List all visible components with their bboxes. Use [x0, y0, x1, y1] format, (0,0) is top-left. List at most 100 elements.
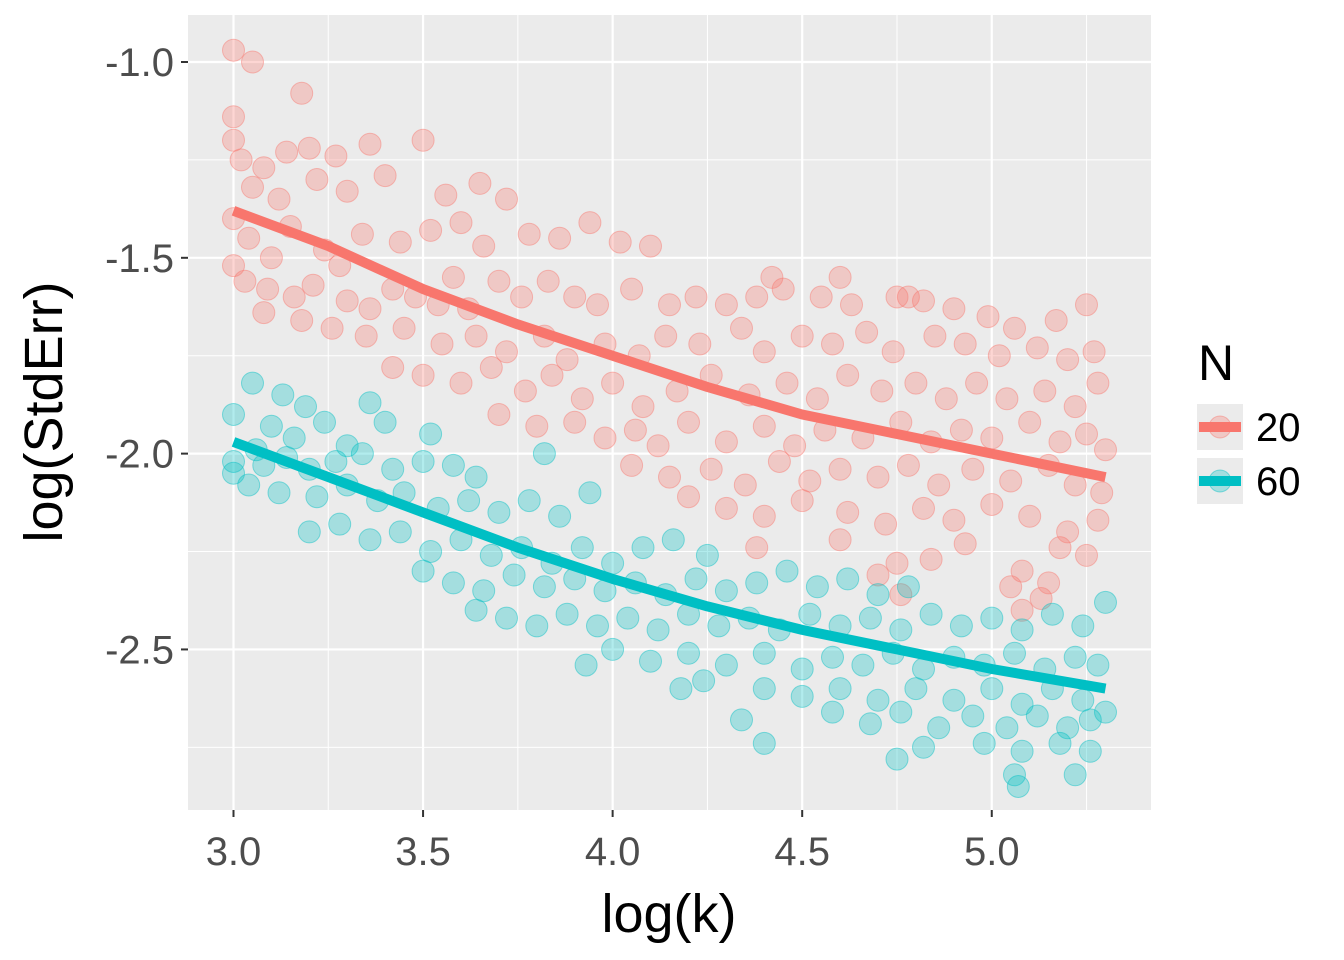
data-point-60 — [412, 451, 434, 473]
data-point-20 — [988, 345, 1010, 367]
data-point-20 — [715, 294, 737, 316]
data-point-20 — [837, 364, 859, 386]
data-point-60 — [374, 411, 396, 433]
data-point-60 — [662, 529, 684, 551]
y-axis-title: log(StdErr) — [14, 281, 74, 542]
data-point-20 — [223, 106, 245, 128]
data-point-60 — [1007, 776, 1029, 798]
data-point-60 — [867, 689, 889, 711]
data-point-20 — [473, 235, 495, 257]
data-point-20 — [746, 286, 768, 308]
x-tick-label: 4.5 — [774, 830, 830, 874]
data-point-20 — [829, 266, 851, 288]
data-point-20 — [1019, 411, 1041, 433]
data-point-60 — [579, 482, 601, 504]
x-tick-label: 3.5 — [395, 830, 451, 874]
data-point-60 — [533, 576, 555, 598]
data-point-20 — [549, 227, 571, 249]
legend-title: N — [1198, 335, 1234, 391]
y-axis-ticks: -2.5-2.0-1.5-1.0 — [105, 41, 188, 672]
data-point-60 — [1011, 619, 1033, 641]
data-point-20 — [791, 325, 813, 347]
data-point-20 — [242, 176, 264, 198]
data-point-20 — [602, 372, 624, 394]
data-point-20 — [571, 388, 593, 410]
x-axis-ticks: 3.0 3.5 4.0 4.5 5.0 — [206, 810, 1020, 874]
data-point-20 — [1004, 317, 1026, 339]
data-point-20 — [564, 411, 586, 433]
data-point-60 — [996, 717, 1018, 739]
data-point-60 — [412, 560, 434, 582]
data-point-20 — [469, 172, 491, 194]
data-point-20 — [841, 294, 863, 316]
data-point-20 — [594, 427, 616, 449]
data-point-60 — [753, 732, 775, 754]
data-point-20 — [806, 388, 828, 410]
data-point-20 — [954, 333, 976, 355]
data-point-20 — [746, 537, 768, 559]
data-point-60 — [1079, 709, 1101, 731]
data-point-20 — [526, 415, 548, 437]
data-point-60 — [617, 607, 639, 629]
data-point-60 — [1004, 642, 1026, 664]
data-point-60 — [575, 654, 597, 676]
data-point-20 — [302, 274, 324, 296]
data-point-60 — [351, 443, 373, 465]
data-point-20 — [928, 474, 950, 496]
data-point-20 — [913, 497, 935, 519]
data-point-20 — [511, 286, 533, 308]
data-point-20 — [886, 552, 908, 574]
data-point-60 — [1026, 705, 1048, 727]
data-point-60 — [943, 689, 965, 711]
data-point-20 — [435, 184, 457, 206]
data-point-60 — [806, 576, 828, 598]
data-point-60 — [1079, 740, 1101, 762]
data-point-60 — [799, 603, 821, 625]
data-point-20 — [981, 494, 1003, 516]
data-point-60 — [503, 564, 525, 586]
data-point-20 — [943, 509, 965, 531]
data-point-60 — [1072, 689, 1094, 711]
data-point-60 — [791, 685, 813, 707]
data-point-20 — [291, 82, 313, 104]
y-tick-label: -1.5 — [105, 237, 174, 281]
data-point-20 — [564, 286, 586, 308]
data-point-20 — [480, 357, 502, 379]
data-point-60 — [1011, 740, 1033, 762]
data-point-20 — [768, 451, 790, 473]
data-point-60 — [859, 607, 881, 629]
data-point-20 — [647, 435, 669, 457]
data-point-60 — [859, 713, 881, 735]
data-point-20 — [230, 149, 252, 171]
data-point-20 — [442, 266, 464, 288]
data-point-60 — [973, 732, 995, 754]
data-point-20 — [685, 286, 707, 308]
data-point-60 — [981, 678, 1003, 700]
data-point-20 — [734, 474, 756, 496]
data-point-20 — [1083, 341, 1105, 363]
data-point-20 — [253, 157, 275, 179]
data-point-20 — [374, 165, 396, 187]
data-point-20 — [420, 219, 442, 241]
data-point-60 — [950, 615, 972, 637]
data-point-60 — [465, 599, 487, 621]
data-point-60 — [640, 650, 662, 672]
data-point-60 — [389, 521, 411, 543]
data-point-20 — [412, 129, 434, 151]
data-point-60 — [1064, 764, 1086, 786]
data-point-60 — [890, 701, 912, 723]
data-point-60 — [272, 384, 294, 406]
data-point-60 — [480, 544, 502, 566]
data-point-20 — [977, 306, 999, 328]
data-point-20 — [336, 180, 358, 202]
data-point-60 — [696, 544, 718, 566]
data-point-20 — [837, 501, 859, 523]
data-point-20 — [1049, 431, 1071, 453]
data-point-20 — [791, 490, 813, 512]
panel-background — [188, 15, 1151, 810]
data-point-60 — [295, 396, 317, 418]
data-point-20 — [621, 278, 643, 300]
data-point-20 — [431, 333, 453, 355]
data-point-20 — [829, 458, 851, 480]
data-point-20 — [1087, 372, 1109, 394]
